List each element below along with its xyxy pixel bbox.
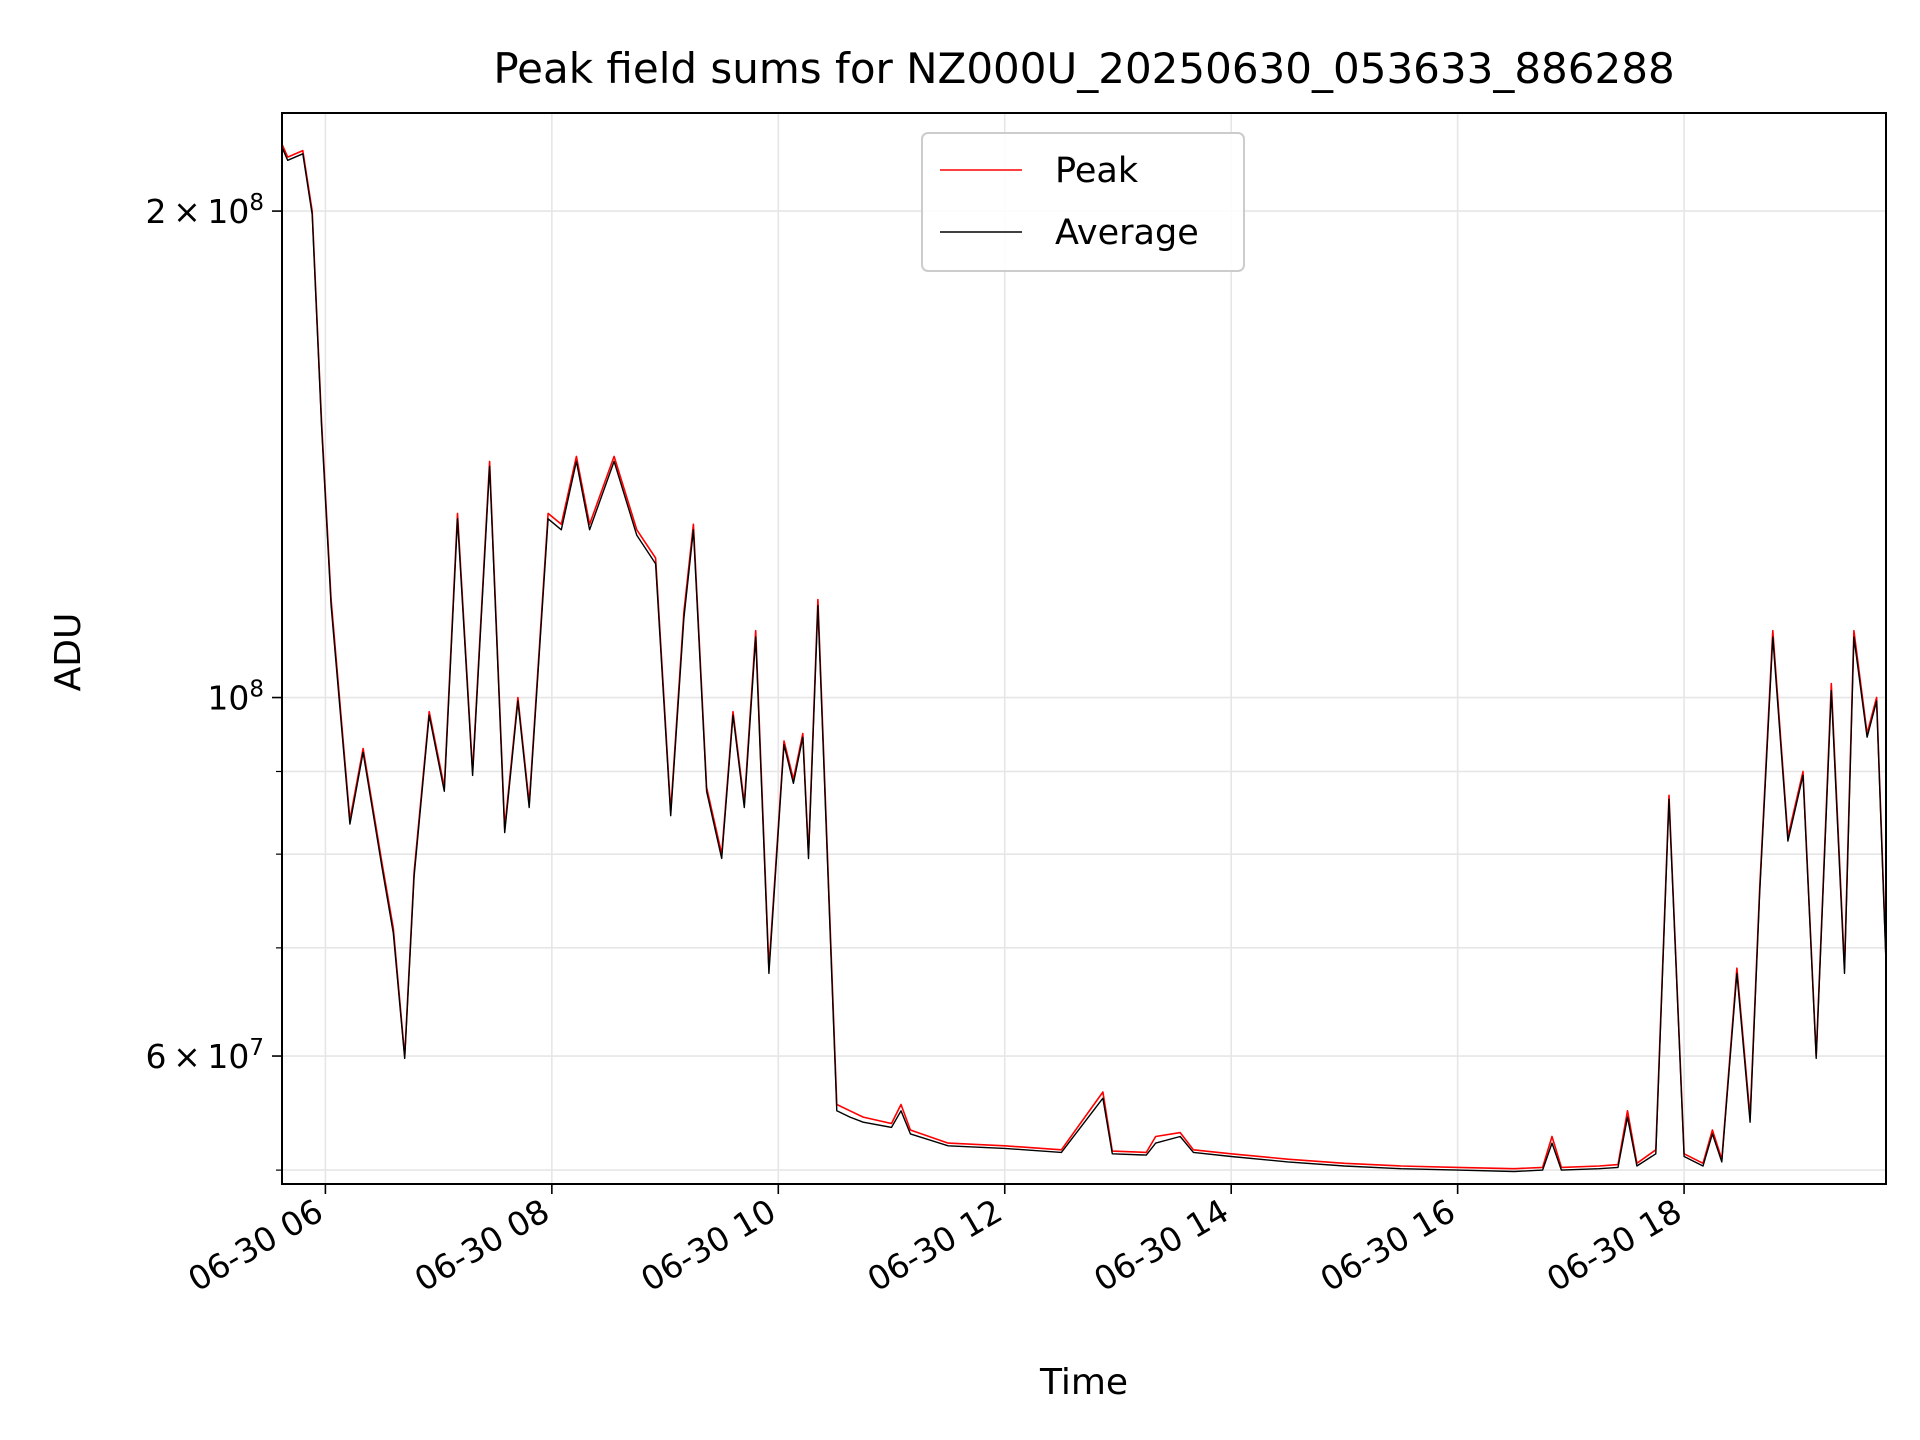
x-axis-label: Time bbox=[1039, 1362, 1128, 1403]
series-layer bbox=[282, 143, 1886, 1173]
legend-label-peak: Peak bbox=[1055, 151, 1139, 191]
y-tick-label: 6 × 107 bbox=[146, 1035, 264, 1076]
legend-box bbox=[921, 132, 1245, 272]
legend: Peak Average bbox=[921, 132, 1245, 272]
y-axis-label: ADU bbox=[48, 613, 89, 692]
y-axis: 6 × 107 108 2 × 108 bbox=[146, 190, 282, 1171]
y-tick-label: 108 bbox=[207, 677, 264, 718]
y-tick-label: 2 × 108 bbox=[146, 190, 264, 231]
series-line-average bbox=[282, 147, 1886, 1173]
chart-title: Peak field sums for NZ000U_20250630_0536… bbox=[493, 44, 1674, 93]
plot-area-frame bbox=[281, 112, 1887, 1185]
legend-label-average: Average bbox=[1055, 213, 1199, 253]
